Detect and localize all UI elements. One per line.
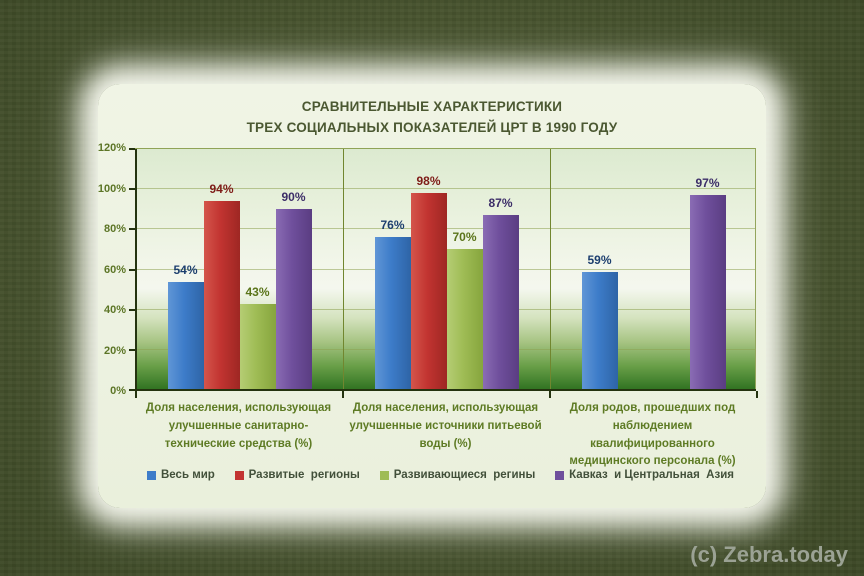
- bar-group: 76% 98% 70% 87%: [343, 149, 550, 390]
- gridline: [136, 148, 755, 149]
- plot-area: 54% 94% 43% 90% 76% 98% 70% 87% 59% 97%: [129, 148, 758, 398]
- y-axis-line: [135, 149, 137, 390]
- x-axis-tick: [756, 391, 758, 398]
- legend-swatch-icon: [147, 470, 156, 480]
- y-axis-tick: [129, 308, 135, 311]
- x-axis-tick: [135, 391, 137, 398]
- chart-title-line2: ТРЕХ СОЦИАЛЬНЫХ ПОКАЗАТЕЛЕЙ ЦРТ В 1990 Г…: [246, 119, 618, 135]
- bar-0-category-0: [167, 281, 204, 390]
- category-separator: [343, 149, 344, 390]
- bar-value-label: 98%: [416, 174, 441, 189]
- chart-title-line1: СРАВНИТЕЛЬНЫЕ ХАРАКТЕРИСТИКИ: [301, 99, 563, 114]
- bar-3-category-2: [689, 195, 726, 390]
- chart-title: СРАВНИТЕЛЬНЫЕ ХАРАКТЕРИСТИКИ ТРЕХ СОЦИАЛ…: [98, 97, 766, 139]
- legend-label: Развивающиеся регины: [393, 469, 536, 481]
- y-axis-tick: [129, 268, 135, 271]
- y-tick-label: 20%: [103, 344, 126, 357]
- y-axis-tick: [129, 228, 135, 231]
- category-label: Доля населения, использующая улучшенные …: [145, 402, 332, 450]
- bar-value-label: 87%: [488, 196, 513, 211]
- bar-value-label: 59%: [587, 252, 612, 267]
- bar-0-category-1: [374, 237, 411, 390]
- legend-swatch-icon: [379, 470, 389, 480]
- category-label: Доля населения, использующая улучшенные …: [349, 402, 542, 450]
- bar-value-label: 70%: [452, 230, 477, 245]
- x-axis-tick: [342, 391, 344, 398]
- legend-swatch-icon: [234, 470, 244, 480]
- chart-panel: СРАВНИТЕЛЬНЫЕ ХАРАКТЕРИСТИКИ ТРЕХ СОЦИАЛ…: [98, 84, 766, 508]
- legend-label: Кавказ и Центральная Азия: [569, 469, 734, 481]
- bar-1-category-0: [203, 201, 240, 390]
- legend-swatch-icon: [555, 470, 565, 480]
- y-axis-tick-labels: 0% 20% 40% 60% 80% 100% 120%: [97, 142, 131, 397]
- bar-2-category-1: [446, 249, 483, 390]
- y-axis-tick: [129, 348, 135, 351]
- legend: Весь мир Развитые регионы Развивающиеся ре…: [135, 469, 756, 481]
- bar-3-category-0: [275, 209, 312, 390]
- bar-value-label: 54%: [173, 262, 198, 277]
- y-tick-label: 120%: [97, 142, 126, 154]
- bar-value-label: 90%: [281, 190, 306, 205]
- gridline: [136, 188, 755, 190]
- y-tick-label: 80%: [103, 223, 126, 236]
- copyright-watermark: (c) Zebra.today: [690, 542, 848, 567]
- legend-item: Весь мир: [147, 469, 215, 481]
- y-tick-label: 60%: [103, 263, 126, 276]
- y-axis-tick: [129, 148, 135, 150]
- legend-item: Развивающиеся регины: [379, 469, 536, 481]
- x-axis-tick: [549, 391, 551, 398]
- y-tick-label: 40%: [103, 304, 126, 317]
- bar-group: 59% 97%: [550, 149, 757, 390]
- legend-label: Весь мир: [161, 469, 215, 481]
- y-axis-tick: [129, 389, 135, 391]
- legend-label: Развитые регионы: [248, 469, 360, 481]
- bar-value-label: 76%: [380, 218, 405, 233]
- bar-0-category-2: [581, 271, 618, 390]
- category-axis-labels: Доля населения, использующая улучшенные …: [135, 400, 756, 471]
- category-label: Доля родов, прошедших под наблюдением кв…: [569, 402, 736, 468]
- y-axis-tick: [129, 188, 135, 191]
- category-separator: [550, 149, 551, 390]
- bar-3-category-1: [482, 215, 519, 390]
- bar-1-category-1: [410, 193, 447, 390]
- y-tick-label: 0%: [110, 385, 126, 397]
- bar-value-label: 94%: [209, 182, 234, 197]
- y-tick-label: 100%: [97, 182, 126, 195]
- bar-value-label: 97%: [695, 176, 720, 191]
- x-axis-line: [135, 389, 756, 391]
- legend-item: Кавказ и Центральная Азия: [555, 469, 734, 481]
- bar-group: 54% 94% 43% 90%: [136, 149, 343, 390]
- bar-2-category-0: [239, 303, 276, 390]
- legend-item: Развитые регионы: [234, 469, 360, 481]
- bar-value-label: 43%: [245, 284, 270, 299]
